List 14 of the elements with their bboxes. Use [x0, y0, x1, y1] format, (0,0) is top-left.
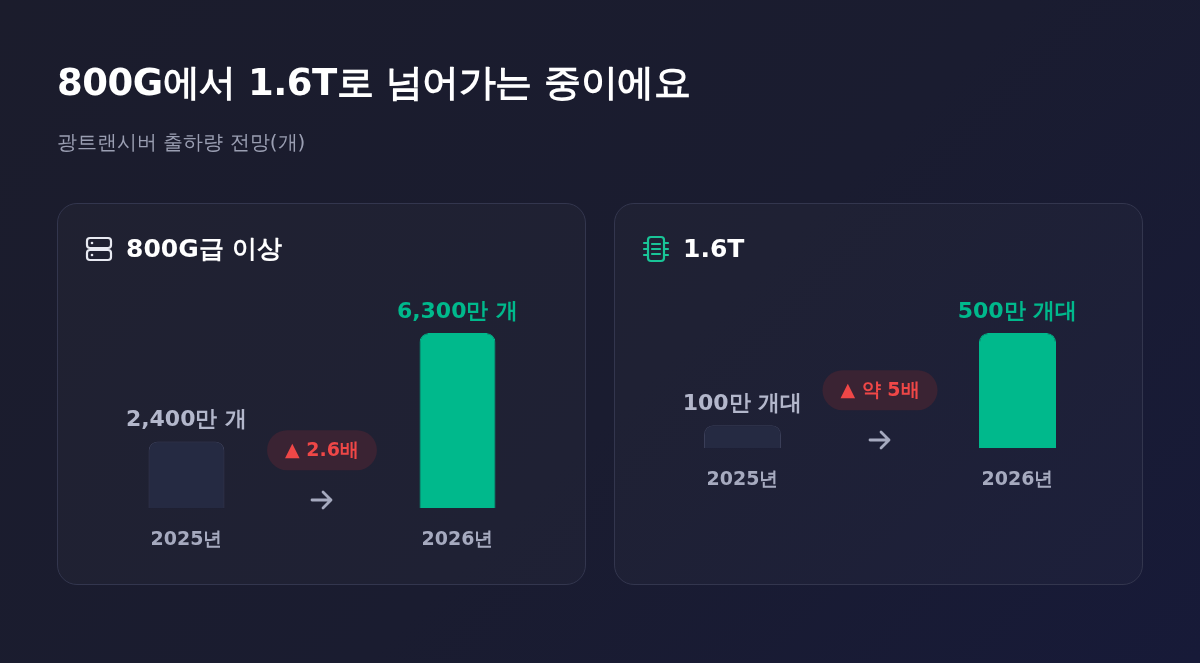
x-tick-label: 2025년 — [150, 526, 223, 549]
data-label: 6,300만 개 — [396, 297, 519, 323]
x-tick-label: 2026년 — [421, 526, 494, 549]
x-tick-label: 2026년 — [981, 466, 1054, 489]
data-label: 2,400만 개 — [125, 406, 248, 432]
data-label: 100만 개대 — [682, 389, 803, 415]
data-label: 500만 개대 — [957, 297, 1078, 323]
x-tick-label: 2025년 — [706, 466, 779, 489]
annotation: ▲ 2.6배 — [285, 438, 359, 461]
chart-title: 1.6T — [683, 233, 745, 265]
annotation: ▲ 약 5배 — [840, 378, 920, 401]
text: 광트랜시버 출하량 전망(개) — [57, 129, 307, 156]
chart-title: 800G급 이상 — [126, 233, 283, 265]
text: 800G에서 1.6T로 넘어가는 중이에요 — [57, 60, 691, 106]
